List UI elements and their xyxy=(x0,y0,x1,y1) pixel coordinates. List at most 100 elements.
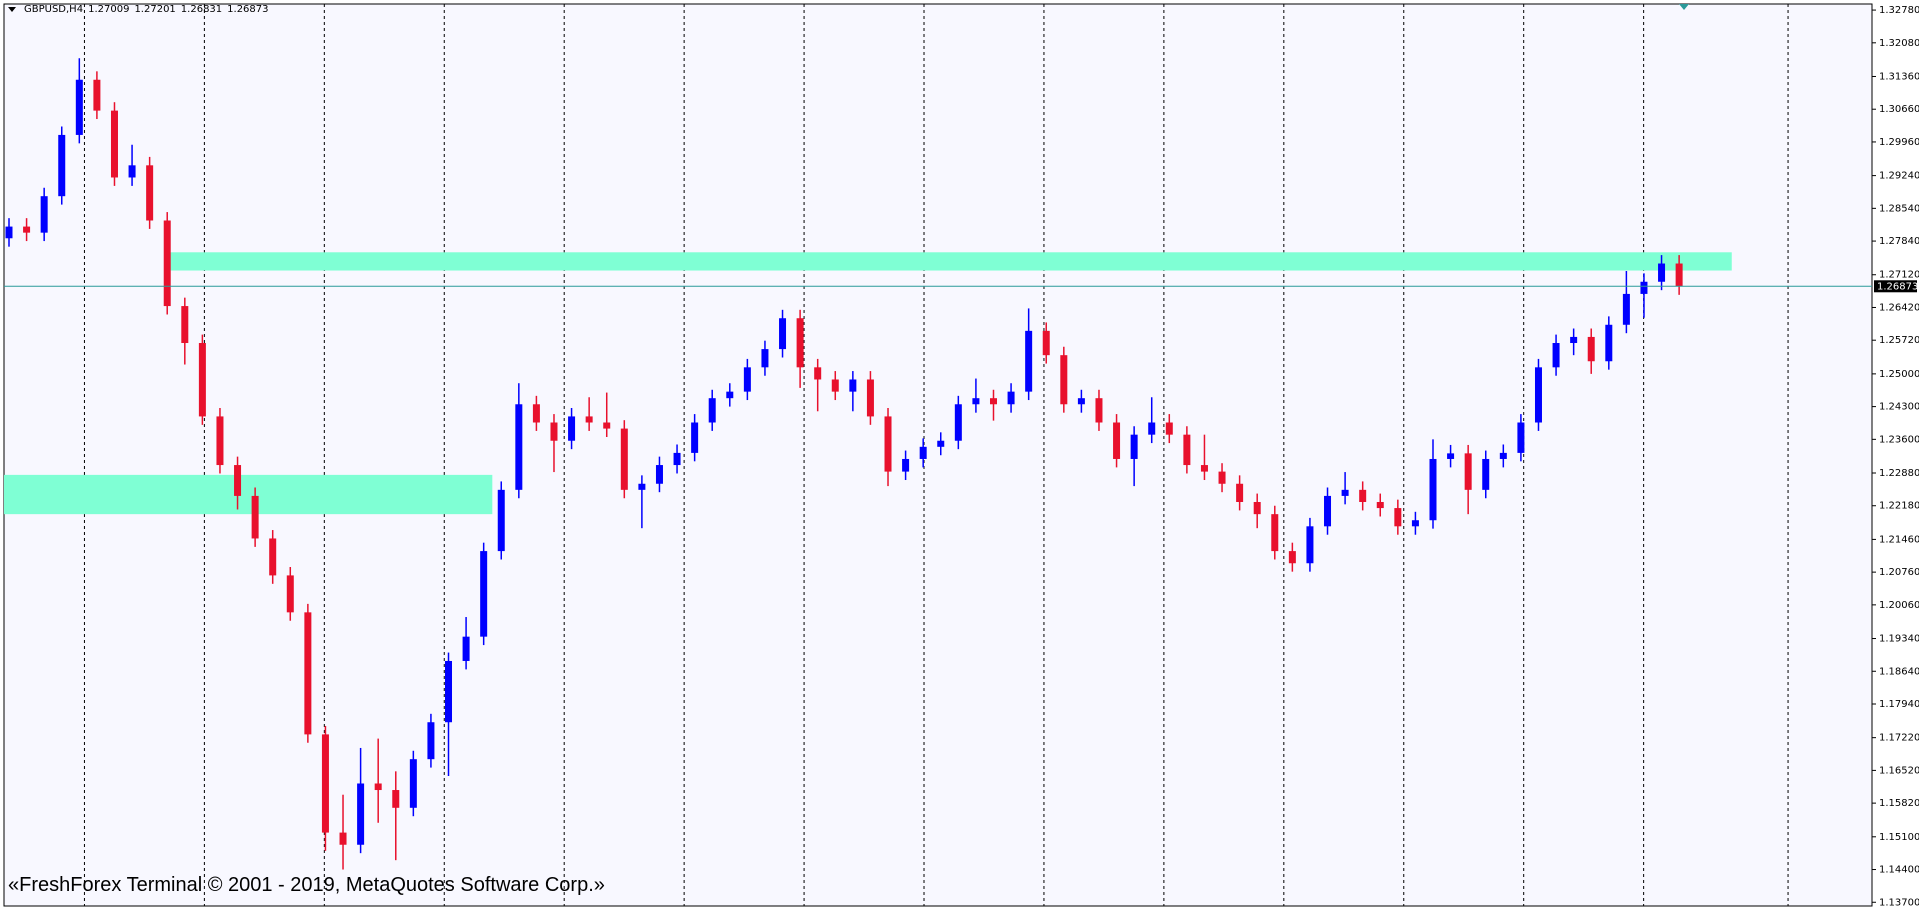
y-tick-label: 1.28540 xyxy=(1879,203,1919,214)
candle-body xyxy=(1060,355,1068,405)
watermark: «FreshForex Terminal © 2001 - 2019, Meta… xyxy=(8,874,605,896)
candle-body xyxy=(1236,483,1244,502)
y-tick-label: 1.31360 xyxy=(1879,71,1919,82)
y-tick-label: 1.30660 xyxy=(1879,104,1919,115)
candle-body xyxy=(480,551,488,637)
candle-body xyxy=(1341,489,1349,496)
candle-body xyxy=(743,367,751,392)
candle-body xyxy=(603,422,611,429)
candle-body xyxy=(181,306,189,344)
candle-body xyxy=(585,416,593,423)
candle-body xyxy=(691,422,699,453)
zones xyxy=(4,252,1732,515)
candle-body xyxy=(40,196,48,233)
candle-body xyxy=(532,404,540,423)
y-tick-label: 1.24300 xyxy=(1879,402,1919,413)
y-tick-label: 1.25000 xyxy=(1879,369,1919,380)
y-tick-label: 1.20060 xyxy=(1879,600,1919,611)
candle-body xyxy=(655,465,663,484)
candle-body xyxy=(1007,391,1015,405)
candle-body xyxy=(1077,398,1085,405)
y-tick-label: 1.29960 xyxy=(1879,137,1919,148)
candle-body xyxy=(1288,551,1296,564)
ohlc-low: 1.26831 xyxy=(180,4,223,15)
candle-body xyxy=(321,734,329,833)
candle-body xyxy=(1113,422,1121,459)
candle-body xyxy=(93,79,101,111)
candle-body xyxy=(814,367,822,380)
candle-body xyxy=(1148,422,1156,435)
y-tick-label: 1.20760 xyxy=(1879,567,1919,578)
y-tick-label: 1.16520 xyxy=(1879,765,1919,776)
candle-body xyxy=(198,343,206,417)
candle-body xyxy=(1253,501,1261,515)
y-tick-label: 1.26420 xyxy=(1879,302,1919,313)
candle-body xyxy=(427,722,435,760)
candle-body xyxy=(831,379,839,392)
candle-body xyxy=(392,790,400,808)
candle-body xyxy=(726,391,734,399)
candle-body xyxy=(1183,434,1191,466)
candle-body xyxy=(919,446,927,459)
candle-body xyxy=(1165,422,1173,435)
y-tick-label: 1.14400 xyxy=(1879,865,1919,876)
candle-body xyxy=(1359,489,1367,502)
candle-body xyxy=(269,538,277,576)
candle-body xyxy=(1534,367,1542,423)
candle-body xyxy=(1622,293,1630,325)
candle-body xyxy=(989,398,997,405)
candle-body xyxy=(1130,434,1138,459)
candle-body xyxy=(1640,281,1648,294)
candle-body xyxy=(1324,495,1332,527)
candle-body xyxy=(163,220,171,307)
candle-body xyxy=(462,636,470,661)
candle-body xyxy=(445,660,453,723)
candle-body xyxy=(1517,422,1525,453)
candle-body xyxy=(866,379,874,417)
y-tick-label: 1.27120 xyxy=(1879,270,1919,281)
price-axis: 1.32780 1.32080 1.31360 1.30660 1.29960 1.292… xyxy=(1872,5,1919,908)
y-tick-label: 1.19340 xyxy=(1879,634,1919,645)
candle-body xyxy=(1499,452,1507,459)
candle-body xyxy=(779,318,787,350)
y-tick-label: 1.22180 xyxy=(1879,501,1919,512)
shift-marker xyxy=(1679,4,1689,10)
candle-body xyxy=(146,165,154,221)
candle-body xyxy=(1675,263,1683,287)
candle-body xyxy=(1042,330,1050,356)
y-tick-label: 1.15820 xyxy=(1879,798,1919,809)
candle-body xyxy=(286,575,294,613)
candle-body xyxy=(761,349,769,368)
y-tick-label: 1.18640 xyxy=(1879,666,1919,677)
support-resistance-zone xyxy=(4,474,493,515)
candle-body xyxy=(304,612,312,735)
candle-body xyxy=(550,422,558,441)
candle-body xyxy=(1447,453,1455,459)
candle-body xyxy=(1482,458,1490,490)
y-tick-label: 1.13700 xyxy=(1879,897,1919,908)
y-tick-label: 1.32780 xyxy=(1879,5,1919,16)
time-grid xyxy=(83,4,1789,906)
candle-body xyxy=(251,495,259,539)
y-tick-label: 1.27840 xyxy=(1879,236,1919,247)
current-price-label: 1.26873 xyxy=(1877,281,1918,292)
y-tick-label: 1.17220 xyxy=(1879,733,1919,744)
candle-body xyxy=(1429,458,1437,521)
candle-body xyxy=(673,452,681,466)
ohlc-close: 1.26873 xyxy=(227,4,269,15)
y-tick-label: 1.22880 xyxy=(1879,468,1919,479)
candle-body xyxy=(58,134,66,197)
candle-body xyxy=(110,110,118,178)
candle-body xyxy=(1271,514,1279,552)
candle-body xyxy=(708,398,716,423)
candle-body xyxy=(23,226,31,233)
candle-body xyxy=(1376,501,1384,509)
candle-body xyxy=(902,458,910,472)
candle-body xyxy=(1605,324,1613,362)
candle-body xyxy=(1095,398,1103,423)
candle-body xyxy=(620,428,628,490)
candle-body xyxy=(1025,330,1033,392)
candle-body xyxy=(339,832,347,845)
